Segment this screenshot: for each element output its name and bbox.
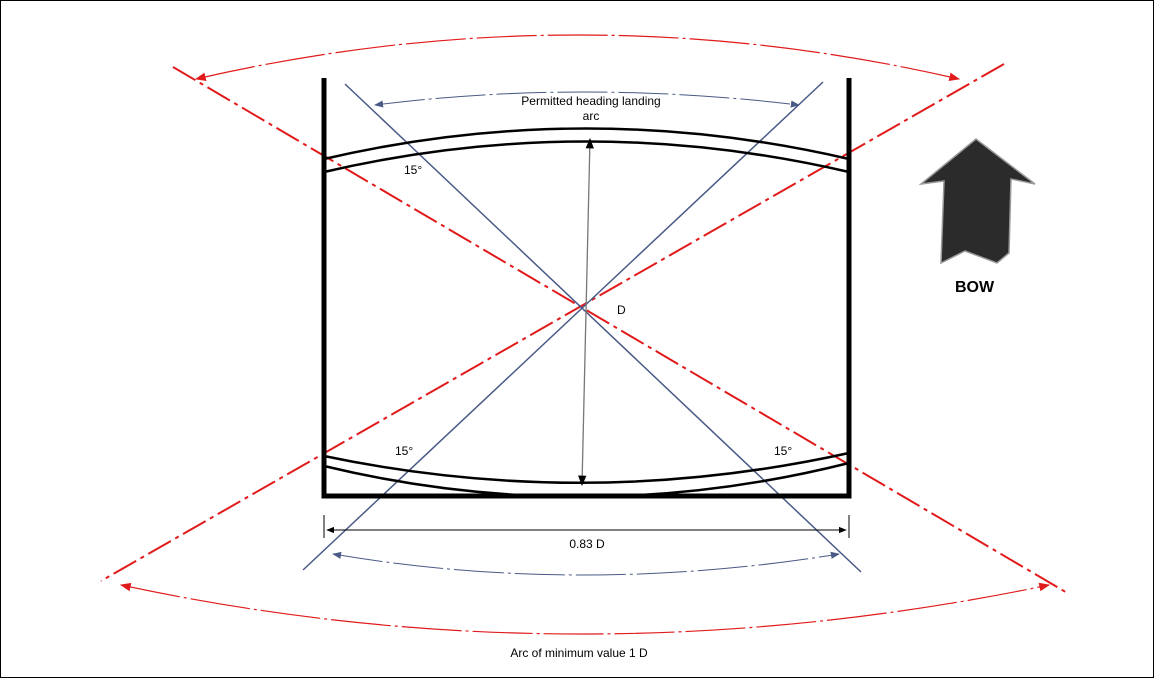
angle-label-bottom-right: 15° <box>774 444 792 458</box>
min-arc-label: Arc of minimum value 1 D <box>510 646 648 660</box>
blue-bottom-arc <box>332 551 840 576</box>
permitted-arc-label-line1: Permitted heading landing <box>521 94 660 108</box>
bow-arrow-icon <box>918 138 1036 265</box>
center-d-label: D <box>617 303 626 317</box>
blue-diagonal-right <box>302 81 824 571</box>
blue-diagonal-left <box>344 83 862 573</box>
bottom-curve-lower <box>323 461 850 498</box>
d-dimension-arrow <box>578 137 594 487</box>
angle-label-top-left: 15° <box>404 163 422 177</box>
permitted-arc-label-line2: arc <box>583 109 600 123</box>
angle-label-bottom-left: 15° <box>395 444 413 458</box>
red-diagonal-right <box>100 63 1005 582</box>
red-diagonal-left <box>172 66 1070 595</box>
top-curve-inner <box>323 140 850 174</box>
width-dimension-label: 0.83 D <box>569 537 605 551</box>
red-top-arc <box>194 34 961 82</box>
red-bottom-arc <box>119 582 1051 635</box>
top-curve-outer <box>323 127 850 161</box>
blue-top-arc <box>374 91 800 108</box>
bow-label: BOW <box>955 279 995 296</box>
